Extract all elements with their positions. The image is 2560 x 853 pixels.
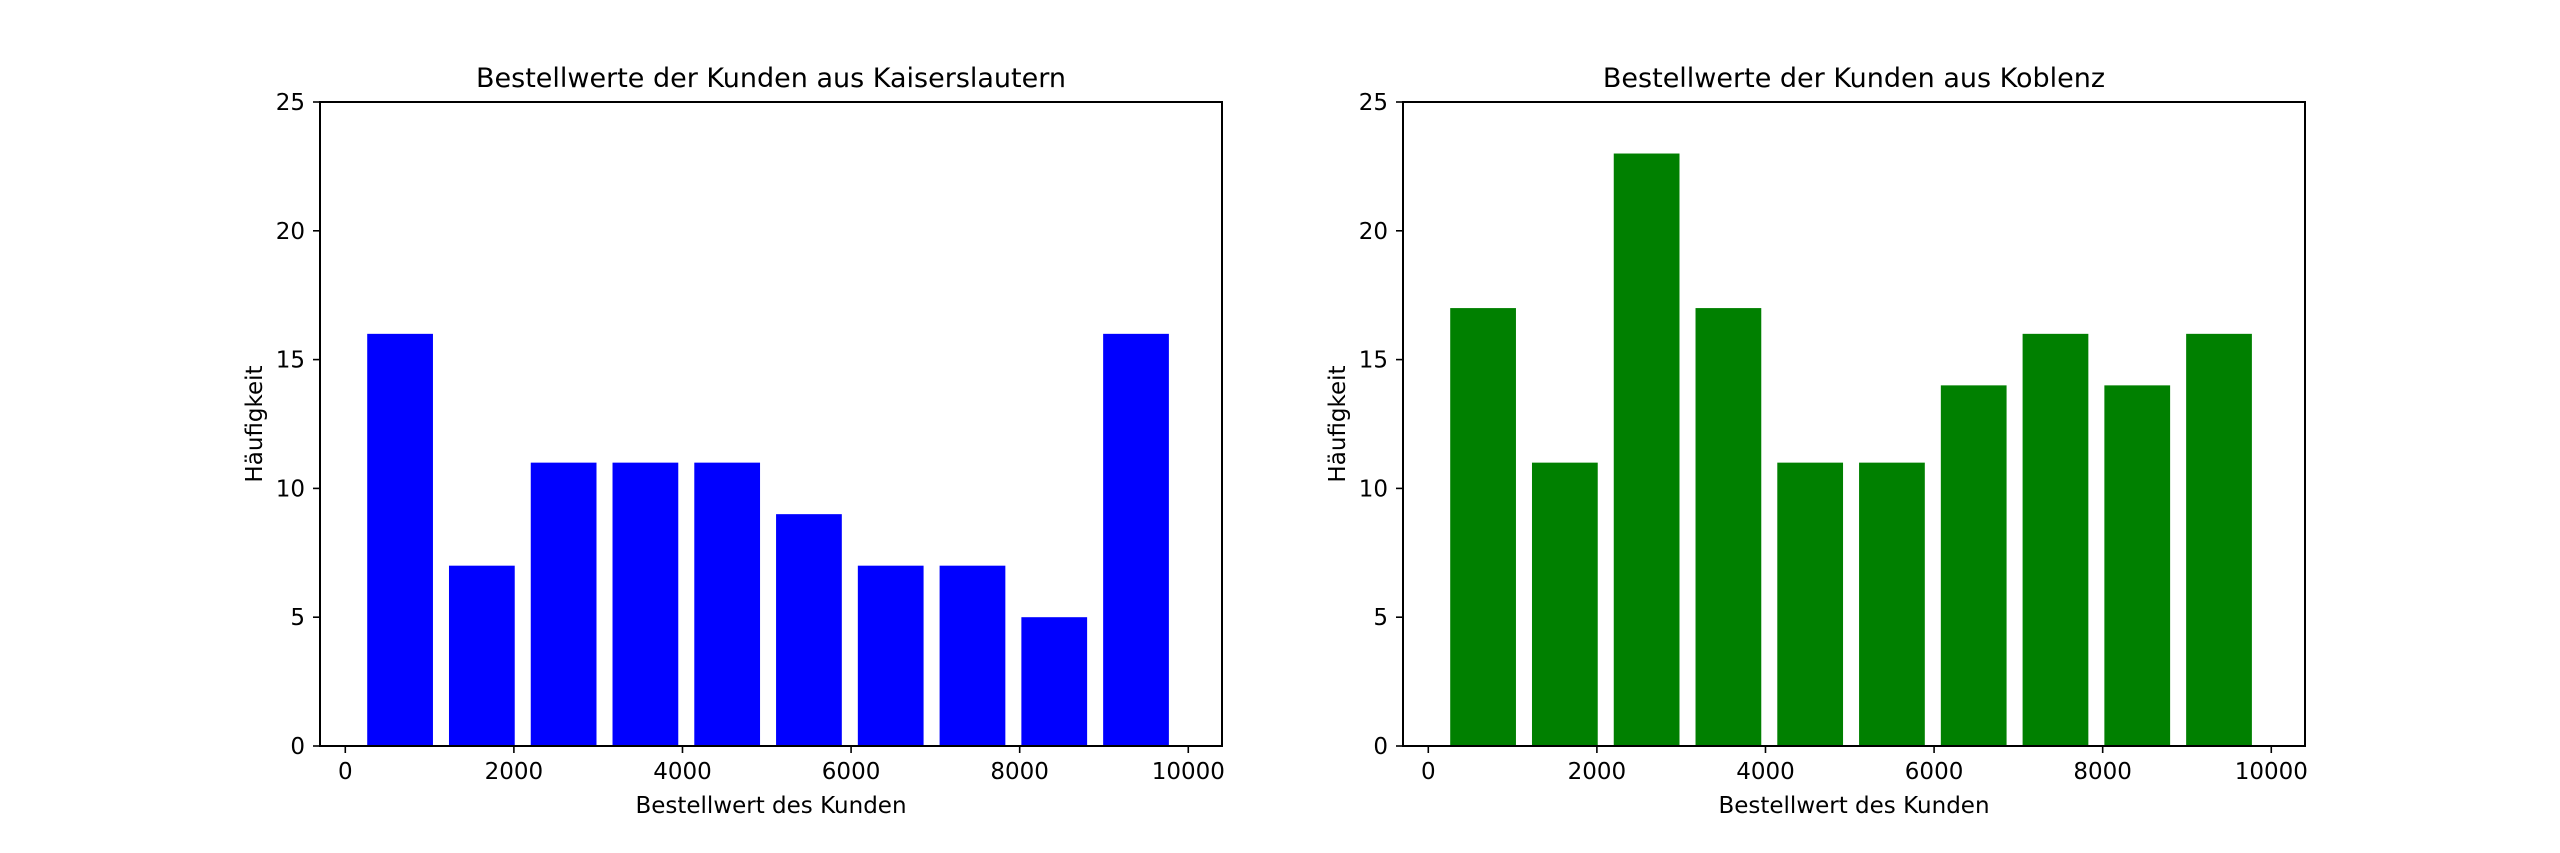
x-tick-label: 10000 — [2235, 759, 2308, 785]
y-tick-label: 15 — [1359, 348, 1388, 374]
bar — [448, 565, 515, 746]
x-tick-label: 2000 — [1568, 759, 1627, 785]
y-ticks: 0 5 10 15 20 25 — [276, 90, 320, 760]
bar — [776, 514, 842, 746]
bar — [1021, 617, 1088, 746]
bar — [530, 462, 597, 746]
bar — [2186, 333, 2252, 746]
y-tick-label: 0 — [1373, 734, 1388, 760]
bar — [367, 333, 433, 746]
bar — [1695, 308, 1762, 746]
bar — [2022, 333, 2089, 746]
y-tick-label: 20 — [276, 219, 305, 245]
y-tick-label: 5 — [290, 605, 305, 631]
chart-title: Bestellwerte der Kunden aus Koblenz — [1603, 63, 2105, 94]
chart-kaiserslautern: Bestellwerte der Kunden aus Kaiserslaute… — [242, 63, 1225, 819]
bar — [1777, 462, 1844, 746]
y-tick-label: 0 — [290, 734, 305, 760]
y-tick-label: 25 — [1359, 90, 1388, 116]
x-ticks: 0 2000 4000 6000 8000 10000 — [1421, 746, 2308, 785]
x-tick-label: 6000 — [822, 759, 881, 785]
bar — [1859, 462, 1925, 746]
chart-koblenz: Bestellwerte der Kunden aus Koblenz 0 200… — [1325, 63, 2308, 819]
x-tick-label: 4000 — [1736, 759, 1795, 785]
bar — [939, 565, 1006, 746]
x-tick-label: 10000 — [1152, 759, 1225, 785]
chart-title: Bestellwerte der Kunden aus Kaiserslaute… — [476, 63, 1066, 94]
x-tick-label: 6000 — [1905, 759, 1964, 785]
y-tick-label: 20 — [1359, 219, 1388, 245]
x-tick-label: 8000 — [2073, 759, 2132, 785]
bar — [694, 462, 761, 746]
x-axis-label: Bestellwert des Kunden — [1718, 793, 1989, 819]
plot-frame — [319, 101, 1223, 747]
x-tick-label: 2000 — [485, 759, 544, 785]
y-tick-label: 25 — [276, 90, 305, 116]
bar — [1531, 462, 1598, 746]
bars — [1450, 153, 2252, 746]
y-axis-label: Häufigkeit — [1325, 365, 1351, 482]
x-axis-label: Bestellwert des Kunden — [635, 793, 906, 819]
y-tick-label: 15 — [276, 348, 305, 374]
x-tick-label: 4000 — [653, 759, 712, 785]
y-ticks: 0 5 10 15 20 25 — [1359, 90, 1403, 760]
bar — [1613, 153, 1680, 746]
x-tick-label: 0 — [338, 759, 353, 785]
y-tick-label: 5 — [1373, 605, 1388, 631]
x-tick-label: 0 — [1421, 759, 1436, 785]
y-axis-label: Häufigkeit — [242, 365, 268, 482]
bar — [612, 462, 679, 746]
bar — [1103, 333, 1169, 746]
bar — [2104, 385, 2171, 746]
bar — [857, 565, 924, 746]
x-tick-label: 8000 — [990, 759, 1049, 785]
y-tick-label: 10 — [276, 476, 305, 502]
bar — [1450, 308, 1516, 746]
x-ticks: 0 2000 4000 6000 8000 10000 — [338, 746, 1225, 785]
bar — [1940, 385, 2007, 746]
bars — [367, 333, 1169, 746]
y-tick-label: 10 — [1359, 476, 1388, 502]
plot-frame — [1402, 101, 2306, 747]
